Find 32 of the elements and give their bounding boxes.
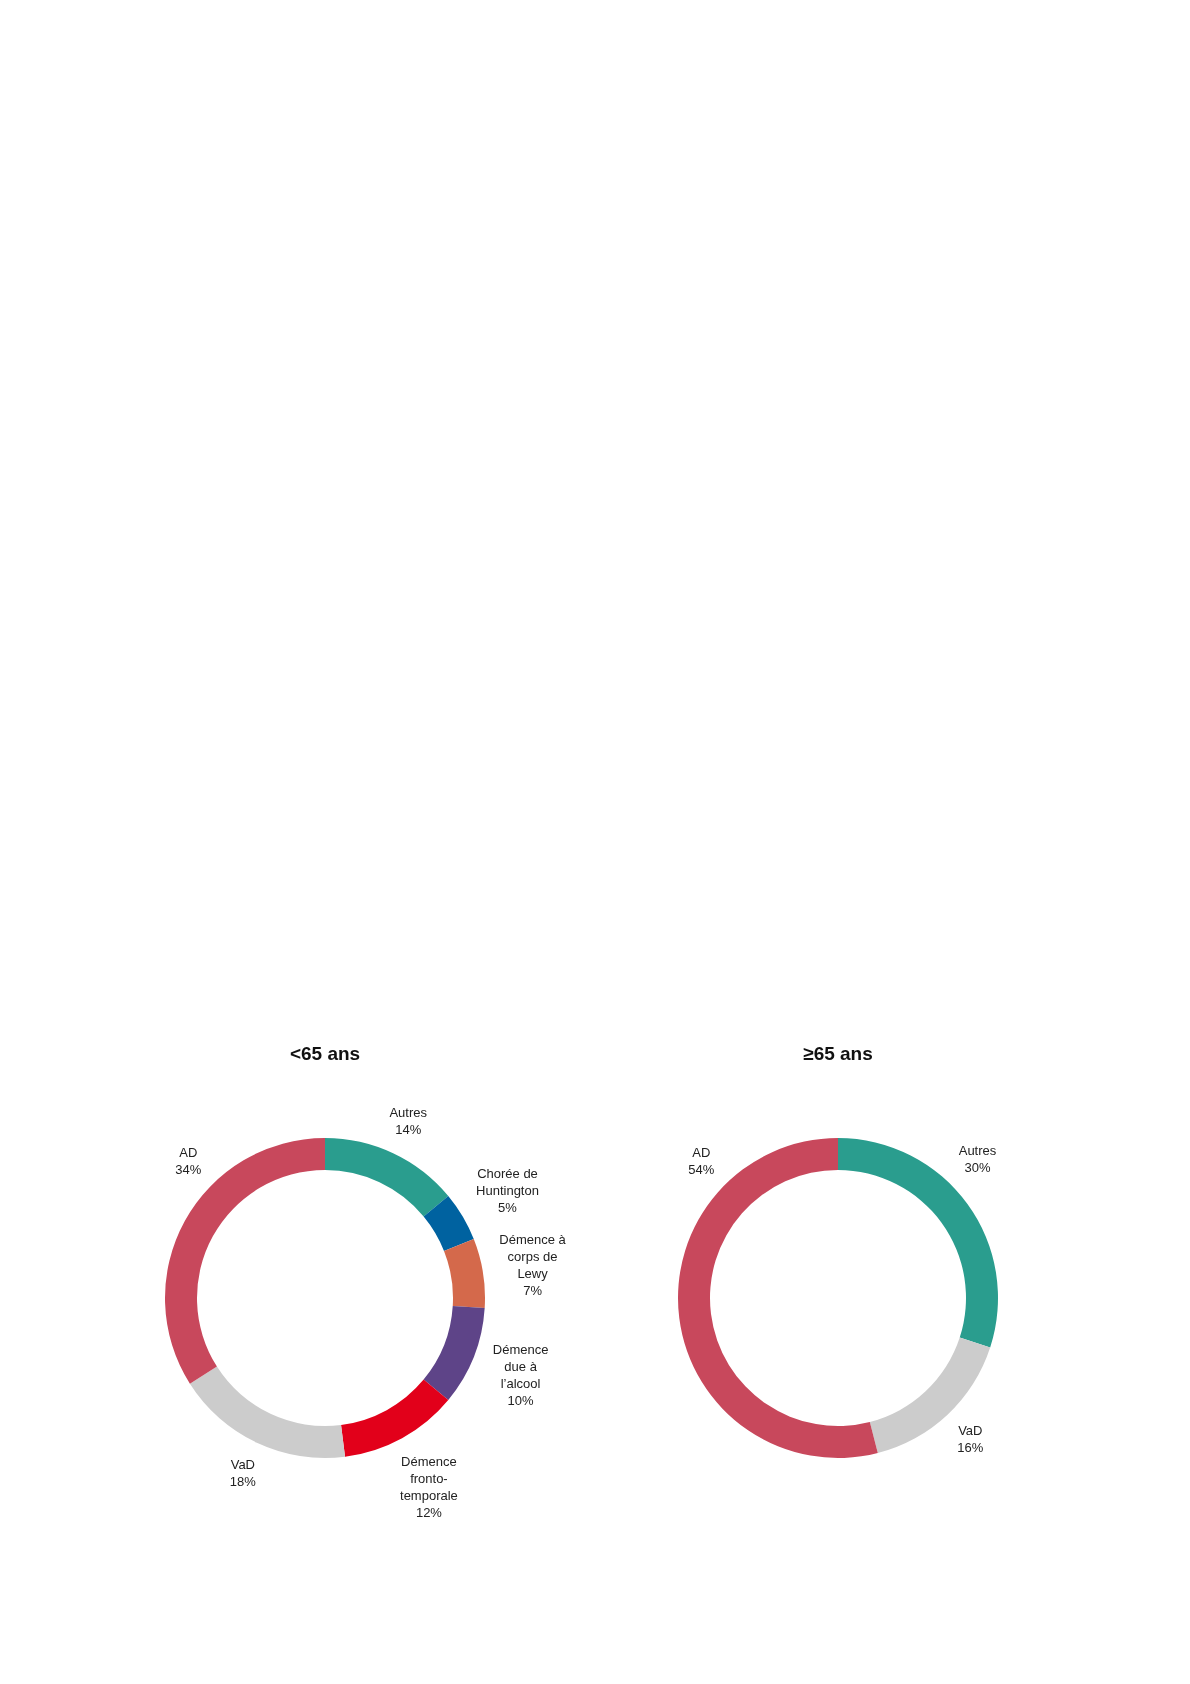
slice-label: VaD [230,1456,256,1472]
data-label: 54% [688,1162,715,1178]
donut-slice [189,1366,346,1458]
donut-slice [341,1379,449,1457]
donut-slice [325,1138,449,1217]
data-label: 16% [957,1439,984,1455]
slice-label: Démence fronto-temporale [400,1454,458,1504]
slice-label: Autres [958,1142,997,1158]
data-label: 5% [498,1199,518,1215]
chart-title: ≥65 ans [803,1043,873,1064]
data-label: 34% [175,1162,202,1178]
slice-label: Chorée de Huntington [476,1165,539,1198]
donut-slice [838,1138,998,1348]
slice-label: AD [179,1145,198,1161]
data-label: 10% [507,1393,535,1409]
donut-slice [165,1138,325,1384]
data-label: 12% [415,1505,443,1521]
data-label: 30% [964,1159,991,1175]
data-label: 14% [395,1122,422,1138]
slice-label: Démence due à l’alcool [492,1342,549,1392]
donut-slice [678,1138,878,1458]
donut-slice [423,1196,474,1251]
slice-label: Démence à corps de Lewy [499,1232,567,1282]
slice-label: Autres [389,1105,428,1121]
donut-slice [444,1239,485,1309]
data-label: 7% [523,1283,543,1299]
slice-label: AD [692,1145,711,1161]
data-label: 18% [229,1473,257,1489]
slice-label: VaD [958,1422,983,1438]
chart-title: <65 ans [289,1043,361,1064]
donut-slice [869,1337,991,1453]
donut-slice [423,1306,485,1400]
